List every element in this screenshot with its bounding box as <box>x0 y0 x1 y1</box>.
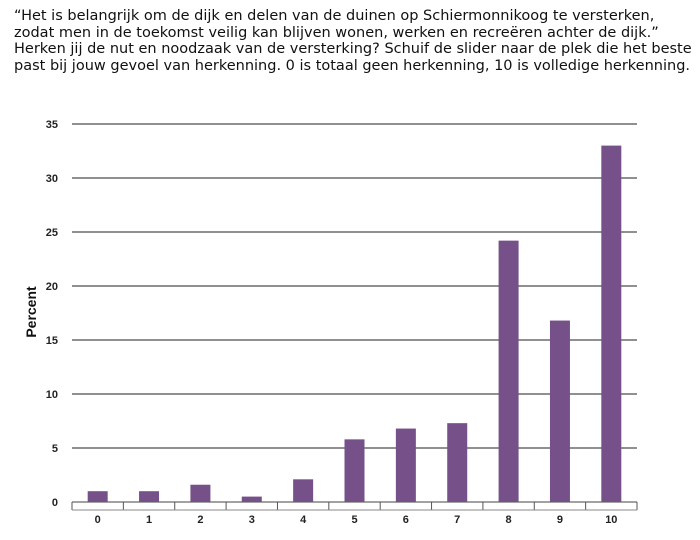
x-axis: 0 1 2 3 4 5 6 7 8 9 10 <box>71 502 638 526</box>
bar-10 <box>601 145 622 502</box>
bar-3 <box>241 496 262 502</box>
x-tick-label: 3 <box>249 514 255 526</box>
y-tick-label: 35 <box>46 119 58 131</box>
bar-2 <box>190 484 211 502</box>
x-tick-label: 2 <box>197 514 203 526</box>
bar-0 <box>87 491 108 502</box>
y-tick-label: 5 <box>52 443 58 455</box>
bar-8 <box>498 240 519 502</box>
bar-4 <box>293 479 314 502</box>
question-line: “Het is belangrijk om de dijk en delen v… <box>14 8 655 24</box>
x-tick-label: 9 <box>557 514 563 526</box>
y-tick-label: 15 <box>46 335 58 347</box>
gridlines <box>72 123 637 503</box>
x-tick-label: 5 <box>351 514 357 526</box>
bar-6 <box>395 428 416 502</box>
y-tick-label: 20 <box>46 281 58 293</box>
x-tick-label: 0 <box>95 514 101 526</box>
y-tick-label: 25 <box>46 227 58 239</box>
x-tick-label: 8 <box>506 514 512 526</box>
question-line: zodat men in de toekomst veilig kan blij… <box>14 24 659 41</box>
y-tick-label: 30 <box>46 173 58 185</box>
bar-7 <box>447 423 468 502</box>
question-line: Herken jij de nut en noodzaak van de ver… <box>14 41 692 57</box>
bar-9 <box>549 320 570 502</box>
bars <box>87 145 622 502</box>
x-tick-label: 1 <box>146 514 152 526</box>
x-tick-label: 7 <box>454 514 460 526</box>
question-text: “Het is belangrijk om de dijk en delen v… <box>14 8 692 74</box>
bar-1 <box>139 491 160 502</box>
y-tick-label: 0 <box>52 497 58 509</box>
x-tick-label: 10 <box>605 514 617 526</box>
y-tick-label: 10 <box>46 389 58 401</box>
bar-5 <box>344 439 365 502</box>
question-line: past bij jouw gevoel van herkenning. 0 i… <box>14 57 691 74</box>
x-tick-label: 6 <box>403 514 409 526</box>
x-tick-label: 4 <box>300 514 307 526</box>
y-axis-label: Percent <box>23 286 39 338</box>
y-axis-ticks: 0 5 10 15 20 25 30 35 <box>46 119 58 509</box>
